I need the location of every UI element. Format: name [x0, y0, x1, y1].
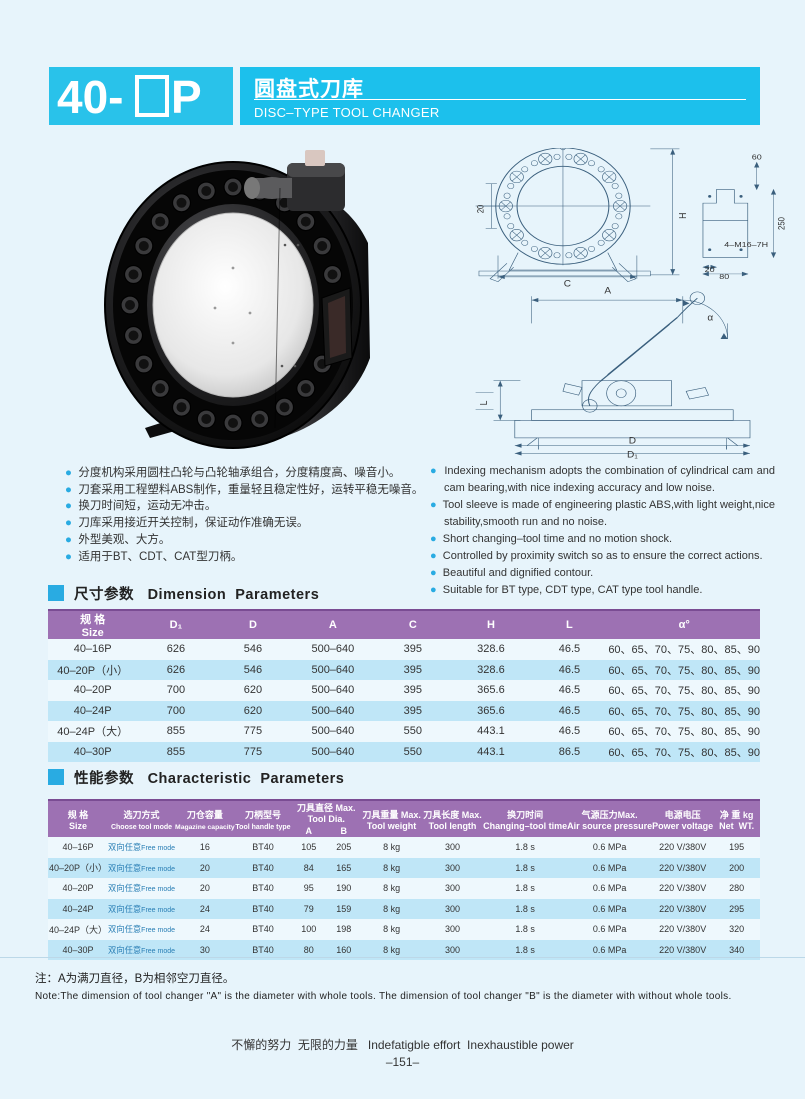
svg-text:20: 20: [705, 265, 715, 274]
svg-text:A: A: [604, 285, 611, 295]
svg-text:H: H: [677, 212, 689, 218]
svg-text:P: P: [171, 71, 202, 123]
svg-text:α: α: [707, 312, 713, 322]
svg-text:80: 80: [719, 271, 729, 280]
svg-text:L: L: [477, 401, 489, 406]
svg-text:C: C: [564, 278, 571, 288]
svg-text:250: 250: [776, 217, 787, 230]
svg-text:40-: 40-: [57, 71, 123, 123]
svg-text:20: 20: [475, 204, 486, 213]
svg-text:60: 60: [752, 152, 762, 161]
svg-text:D: D: [629, 435, 636, 445]
svg-text:4–M16–7H: 4–M16–7H: [724, 239, 768, 248]
svg-text:D₁: D₁: [627, 449, 638, 459]
